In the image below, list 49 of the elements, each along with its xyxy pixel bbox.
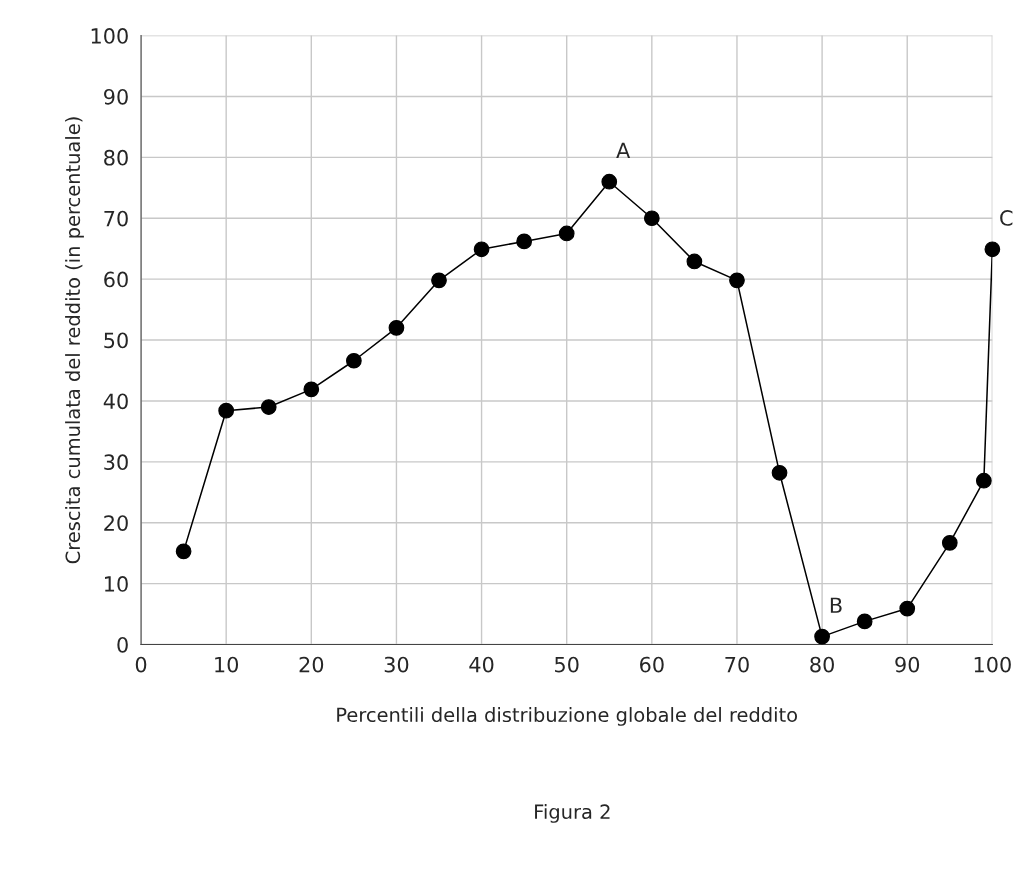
point	[975, 472, 992, 489]
point	[260, 399, 277, 415]
point	[686, 253, 703, 270]
y-tick-label: 100	[91, 28, 128, 44]
y-axis-title: Crescita cumulata del reddito (in percentuale)	[65, 117, 84, 564]
text: Figura 2	[535, 804, 610, 823]
x-axis-title: Percentili della distribuzione globale del reddito	[337, 707, 797, 726]
point	[729, 272, 745, 289]
y-tick-label: 90	[104, 88, 128, 105]
x-tick-label: 100	[974, 656, 1011, 673]
annotation: B	[830, 597, 842, 613]
point	[643, 210, 660, 227]
y-tick-label: 10	[105, 576, 128, 592]
y-tick-label: 40	[103, 393, 128, 410]
point	[175, 543, 192, 560]
point	[899, 600, 916, 617]
point	[941, 534, 958, 551]
annotation: C	[1000, 210, 1013, 226]
x-tick-label: 60	[640, 656, 664, 673]
y-tick-label: 30	[104, 454, 128, 471]
point	[388, 319, 405, 336]
point	[431, 272, 447, 289]
x-tick-label: 70	[725, 656, 749, 673]
point	[601, 173, 618, 190]
point	[771, 464, 788, 481]
x-tick-label: 50	[555, 656, 579, 673]
y-tick-label: 80	[104, 149, 128, 166]
x-tick-label: 0	[135, 656, 147, 673]
x-tick-label: 10	[215, 656, 239, 673]
y-tick-label: 60	[104, 271, 128, 288]
point	[814, 628, 830, 645]
y-tick-label: 20	[104, 515, 128, 531]
point	[516, 233, 533, 250]
annotation: A	[616, 142, 631, 158]
y-tick-label: 70	[104, 210, 128, 227]
y-tick-label: 0	[117, 636, 128, 653]
point	[558, 225, 575, 242]
point	[856, 613, 873, 630]
point	[345, 352, 362, 369]
y-tick-label: 50	[104, 332, 128, 349]
point	[984, 241, 1001, 258]
x-tick-label: 80	[810, 656, 834, 673]
x-tick-label: 90	[895, 656, 920, 673]
x-tick-label: 20	[299, 656, 324, 673]
point	[218, 402, 235, 419]
point	[303, 381, 320, 398]
point	[473, 241, 490, 258]
x-tick-label: 40	[469, 656, 494, 673]
x-tick-label: 30	[384, 656, 409, 673]
